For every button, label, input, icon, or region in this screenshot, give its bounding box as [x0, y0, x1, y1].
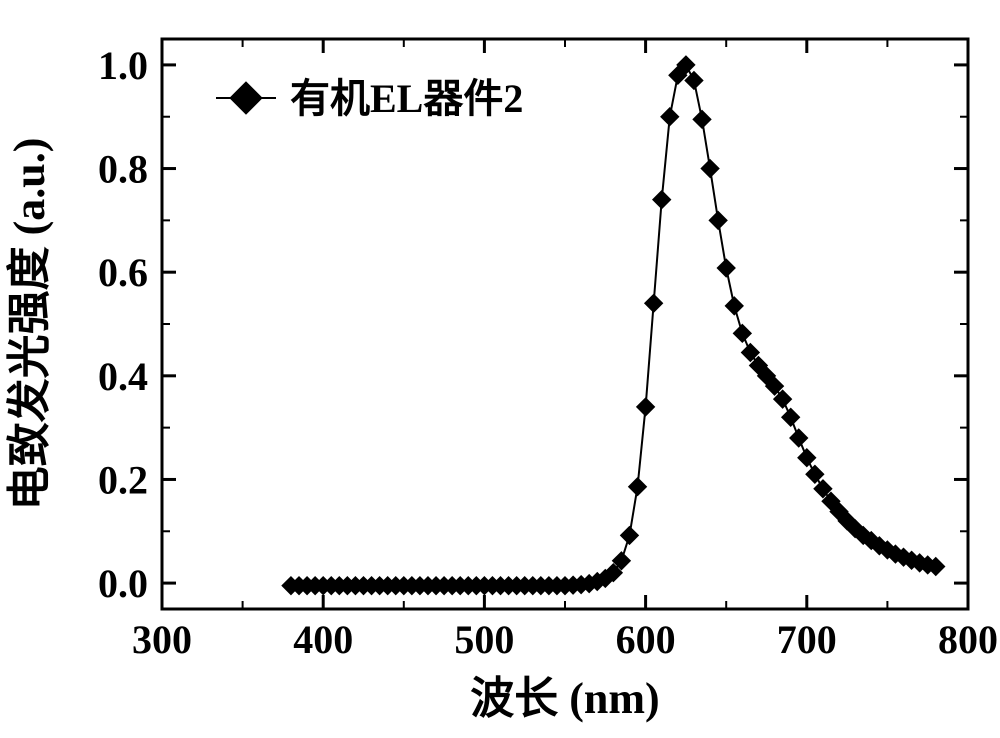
x-axis-label: 波长 (nm)	[470, 674, 659, 723]
y-axis-label: 电致发光强度 (a.u.)	[5, 138, 54, 511]
data-marker	[653, 191, 671, 209]
y-tick-label: 0.6	[98, 250, 148, 295]
y-tick-label: 0.4	[98, 354, 148, 399]
data-marker	[725, 297, 743, 315]
y-tick-label: 0.2	[98, 457, 148, 502]
data-marker	[806, 465, 824, 483]
data-marker	[629, 478, 647, 496]
chart-svg: 300 400 500 600 700 800 0.0 0.2 0.4 0.6 0.8 1.0 波长 (…	[0, 0, 1000, 738]
data-marker	[620, 526, 638, 544]
data-marker	[701, 160, 719, 178]
data-marker	[790, 429, 808, 447]
data-marker	[661, 108, 679, 126]
x-tick-label: 400	[293, 617, 353, 662]
x-tick-label: 300	[132, 617, 192, 662]
y-tick-label: 1.0	[98, 43, 148, 88]
y-tick-label: 0.0	[98, 561, 148, 606]
y-tick-label: 0.8	[98, 147, 148, 192]
el-spectrum-chart: 300 400 500 600 700 800 0.0 0.2 0.4 0.6 0.8 1.0 波长 (…	[0, 0, 1000, 738]
data-marker	[685, 71, 703, 89]
x-tick-label: 700	[777, 617, 837, 662]
data-marker	[637, 398, 655, 416]
legend-marker	[230, 82, 262, 114]
x-tick-label: 800	[938, 617, 998, 662]
data-marker	[733, 324, 751, 342]
data-marker	[709, 211, 727, 229]
x-tick-label: 500	[454, 617, 514, 662]
data-marker	[717, 259, 735, 277]
data-marker	[693, 110, 711, 128]
data-marker	[645, 294, 663, 312]
x-tick-label: 600	[616, 617, 676, 662]
data-marker	[782, 408, 800, 426]
legend-label: 有机EL器件2	[290, 76, 523, 121]
data-marker	[798, 449, 816, 467]
